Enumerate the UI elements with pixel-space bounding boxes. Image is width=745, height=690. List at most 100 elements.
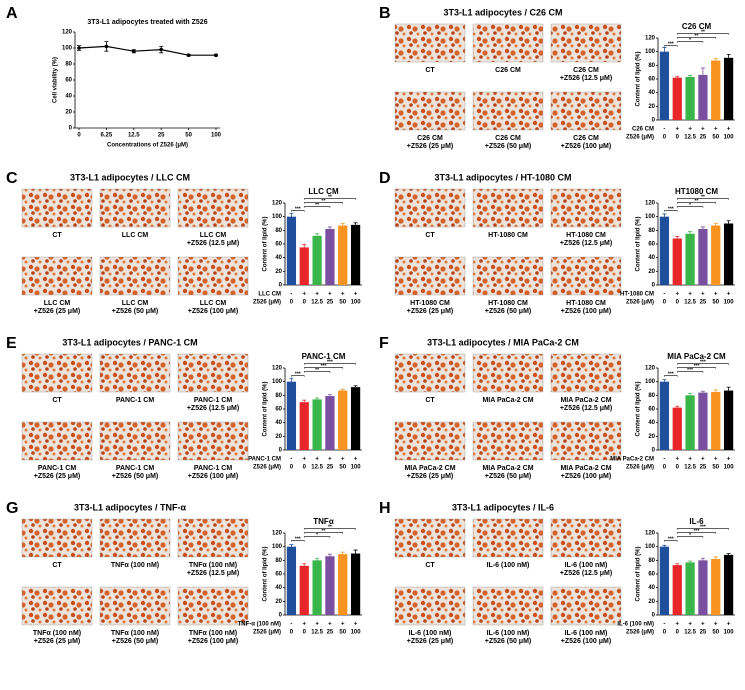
bar [723, 223, 734, 285]
image-caption: +Z526 (12.5 μM) [560, 75, 612, 82]
micrograph [472, 91, 544, 131]
image-caption: MIA PaCa-2 CM [560, 397, 611, 404]
condition-value: + [354, 292, 358, 298]
significance-label: ** [328, 194, 332, 200]
y-tick-label: 40 [648, 255, 655, 261]
bar [698, 228, 708, 285]
error-bar [688, 560, 693, 563]
image-caption: +Z526 (100 μM) [188, 473, 238, 480]
significance-label: *** [700, 359, 706, 365]
condition-value: + [727, 127, 731, 133]
condition-value: + [727, 292, 731, 298]
condition-value: 12.5 [684, 630, 696, 636]
significance-label: *** [295, 536, 301, 542]
image-caption: MIA PaCa-2 CM [482, 465, 533, 472]
condition-value: - [663, 127, 665, 133]
significance-bracket [303, 206, 331, 208]
condition-value: 0 [290, 630, 294, 636]
image-caption: C26 CM [417, 135, 443, 142]
bar [672, 407, 682, 450]
error-bar [327, 394, 332, 397]
x-tick-label: 12.5 [128, 133, 140, 139]
image-caption: C26 CM [573, 135, 599, 142]
condition-value: 0 [676, 465, 680, 471]
image-caption: C26 CM [495, 67, 521, 74]
image-caption: HT-1080 CM [488, 232, 528, 239]
significance-bracket [676, 536, 704, 538]
significance-label: *** [321, 363, 327, 369]
panel-heading: 3T3-L1 adipocytes / HT-1080 CM [434, 172, 571, 182]
image-caption: IL-6 (100 nM) [409, 630, 452, 637]
micrograph [394, 586, 466, 626]
micrograph [21, 586, 93, 626]
image-caption: +Z526 (50 μM) [112, 638, 159, 645]
y-tick-label: 60 [65, 78, 72, 84]
error-bar [662, 544, 667, 547]
micrograph [394, 421, 466, 461]
micrograph [99, 256, 171, 296]
image-caption: +Z526 (12.5 μM) [187, 240, 239, 247]
chart-title: MIA PaCa-2 CM [667, 352, 726, 361]
panel-heading: 3T3-L1 adipocytes / LLC CM [70, 172, 190, 182]
error-bar [675, 236, 680, 239]
condition-value: + [302, 457, 306, 463]
condition-value: - [290, 292, 292, 298]
micrograph [472, 353, 544, 393]
y-tick-label: 80 [275, 228, 282, 234]
bar [325, 228, 335, 285]
significance-label: *** [295, 371, 301, 377]
condition-value: + [675, 292, 679, 298]
y-tick-label: 100 [272, 214, 283, 220]
image-caption: +Z526 (25 μM) [407, 143, 454, 150]
condition-value: 12.5 [684, 135, 696, 141]
condition-label: Z526 (μM) [626, 300, 654, 306]
bar [723, 554, 734, 615]
condition-value: - [290, 622, 292, 628]
condition-label: MIA PaCa-2 CM [610, 457, 654, 463]
y-tick-label: 120 [272, 531, 283, 537]
bar [685, 233, 695, 285]
y-axis-label: Content of lipid (%) [636, 382, 642, 437]
micrograph [550, 421, 622, 461]
y-tick-label: 120 [645, 531, 656, 537]
chart-title: TNFα [313, 517, 334, 526]
micrograph [472, 188, 544, 228]
significance-bracket [676, 363, 729, 365]
y-tick-label: 20 [275, 599, 282, 605]
condition-value: + [701, 127, 705, 133]
y-tick-label: 40 [648, 90, 655, 96]
condition-value: 100 [351, 465, 362, 471]
error-bar [302, 563, 307, 566]
condition-value: 12.5 [311, 630, 323, 636]
image-caption: MIA PaCa-2 CM [404, 465, 455, 472]
x-tick-label: 25 [158, 133, 165, 139]
micrograph [177, 188, 249, 228]
condition-label: Z526 (μM) [626, 630, 654, 636]
condition-value: + [727, 622, 731, 628]
image-caption: +Z526 (12.5 μM) [560, 240, 612, 247]
y-tick-label: 120 [645, 366, 656, 372]
y-axis-label: Content of lipid (%) [636, 217, 642, 272]
image-caption: +Z526 (50 μM) [485, 143, 532, 150]
condition-value: 0 [663, 135, 667, 141]
condition-value: - [663, 457, 665, 463]
significance-label: ** [315, 367, 319, 373]
condition-value: 0 [676, 300, 680, 306]
chart-title: C26 CM [682, 22, 712, 31]
micrograph [21, 188, 93, 228]
significance-bracket [303, 202, 344, 204]
image-caption: PANC-1 CM [38, 465, 77, 472]
micrograph [177, 586, 249, 626]
significance-bracket [676, 206, 704, 208]
error-bar [340, 551, 345, 555]
significance-bracket [664, 45, 678, 47]
condition-value: + [328, 622, 332, 628]
significance-bracket [303, 367, 344, 369]
condition-value: + [302, 622, 306, 628]
condition-value: + [714, 292, 718, 298]
condition-value: + [341, 622, 345, 628]
error-bar [700, 67, 705, 75]
bar [672, 238, 682, 285]
y-tick-label: 60 [275, 407, 282, 413]
condition-value: - [290, 457, 292, 463]
